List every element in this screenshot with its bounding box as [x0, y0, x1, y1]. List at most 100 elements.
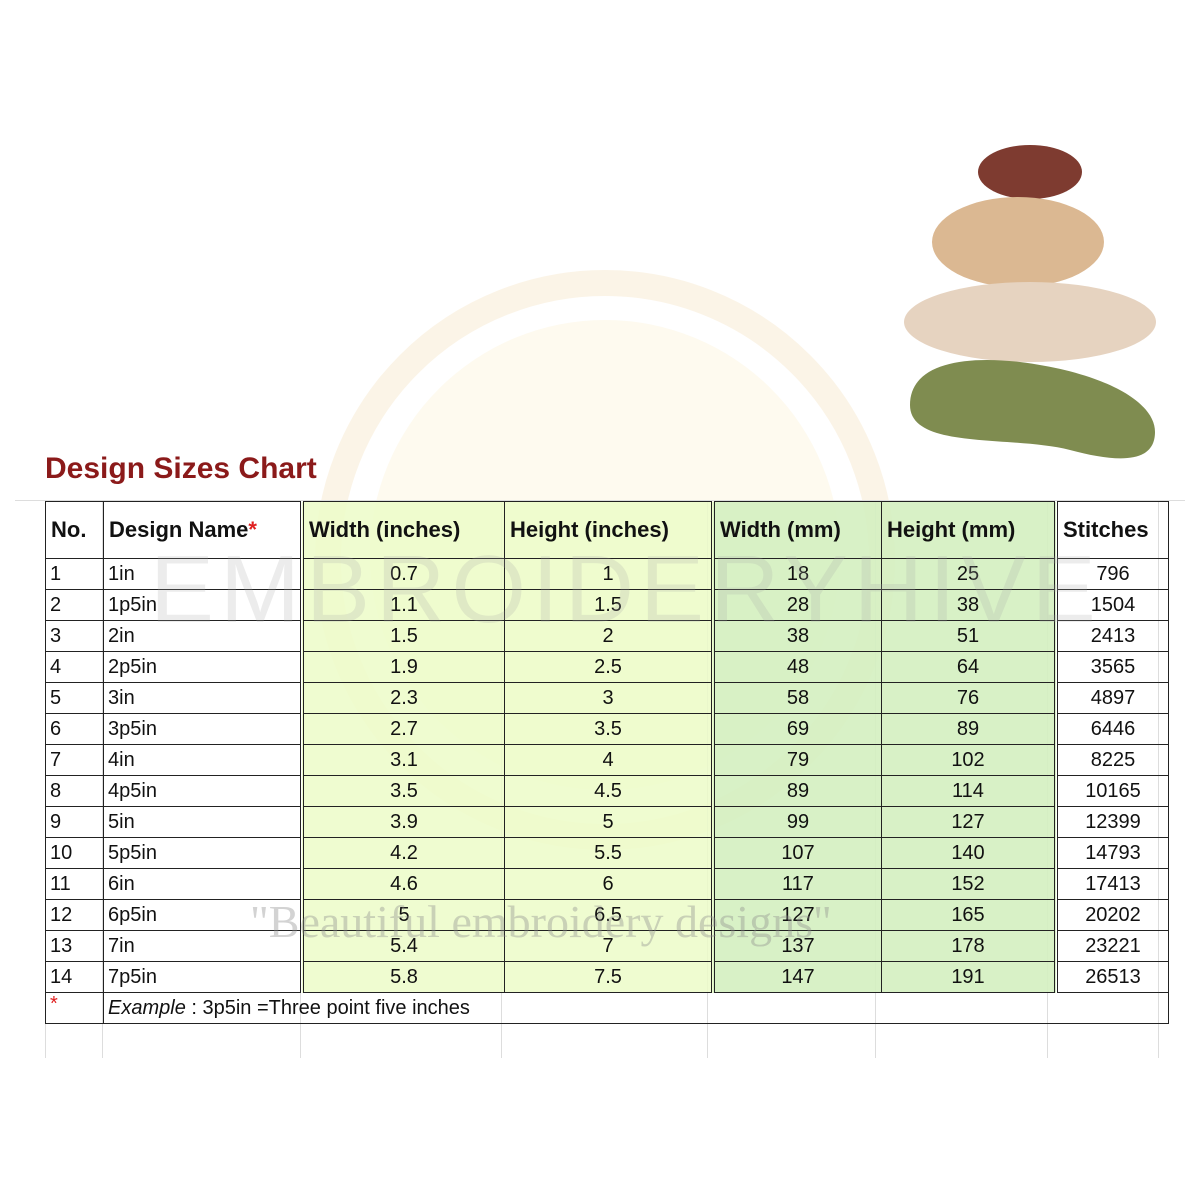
cell-width-inches: 1.5: [300, 620, 505, 652]
cell-width-inches: 3.5: [300, 775, 505, 807]
cell-width-inches: 5: [300, 899, 505, 931]
cell-design-name: 2in: [103, 620, 303, 652]
cell-design-name: 6p5in: [103, 899, 303, 931]
cell-height-inches: 7.5: [504, 961, 714, 993]
table-row: 4 2p5in 1.9 2.5 48 64 3565: [45, 651, 1169, 683]
cell-height-mm: 64: [881, 651, 1057, 683]
cell-height-inches: 1: [504, 558, 714, 590]
cell-height-mm: 165: [881, 899, 1057, 931]
cell-stitches: 4897: [1054, 682, 1169, 714]
cell-width-mm: 18: [711, 558, 882, 590]
cell-width-mm: 147: [711, 961, 882, 993]
cell-stitches: 14793: [1054, 837, 1169, 869]
cell-height-mm: 51: [881, 620, 1057, 652]
cell-no: 14: [45, 961, 104, 993]
cell-height-inches: 7: [504, 930, 714, 962]
cell-width-inches: 2.7: [300, 713, 505, 745]
table-row: 8 4p5in 3.5 4.5 89 114 10165: [45, 775, 1169, 807]
table-row: 9 5in 3.9 5 99 127 12399: [45, 806, 1169, 838]
cell-width-mm: 58: [711, 682, 882, 714]
cell-width-inches: 3.9: [300, 806, 505, 838]
cell-design-name: 3p5in: [103, 713, 303, 745]
cell-stitches: 6446: [1054, 713, 1169, 745]
cell-no: 2: [45, 589, 104, 621]
cell-width-inches: 0.7: [300, 558, 505, 590]
design-sizes-table: No. Design Name* Width (inches) Height (…: [45, 501, 1169, 1024]
cell-no: 6: [45, 713, 104, 745]
cell-stitches: 10165: [1054, 775, 1169, 807]
cell-width-inches: 1.9: [300, 651, 505, 683]
cell-height-inches: 1.5: [504, 589, 714, 621]
cell-width-inches: 2.3: [300, 682, 505, 714]
table-row: 11 6in 4.6 6 117 152 17413: [45, 868, 1169, 900]
cell-no: 7: [45, 744, 104, 776]
cell-height-inches: 2.5: [504, 651, 714, 683]
asterisk-marker: *: [248, 517, 257, 542]
cell-width-mm: 107: [711, 837, 882, 869]
cell-width-inches: 4.6: [300, 868, 505, 900]
cell-stitches: 8225: [1054, 744, 1169, 776]
cell-design-name: 5p5in: [103, 837, 303, 869]
cell-height-mm: 114: [881, 775, 1057, 807]
cell-width-mm: 48: [711, 651, 882, 683]
cell-width-mm: 89: [711, 775, 882, 807]
cell-width-inches: 3.1: [300, 744, 505, 776]
cell-height-inches: 6.5: [504, 899, 714, 931]
cell-no: 9: [45, 806, 104, 838]
cell-stitches: 26513: [1054, 961, 1169, 993]
cell-width-mm: 28: [711, 589, 882, 621]
header-design-name: Design Name*: [103, 501, 303, 559]
cell-width-inches: 5.4: [300, 930, 505, 962]
cell-design-name: 1in: [103, 558, 303, 590]
stone-bottom: [910, 359, 1155, 459]
cell-design-name: 4p5in: [103, 775, 303, 807]
cell-width-inches: 5.8: [300, 961, 505, 993]
cell-width-mm: 99: [711, 806, 882, 838]
stone-top: [978, 145, 1082, 199]
footnote-marker: *: [45, 992, 104, 1024]
header-height-inches: Height (inches): [504, 501, 714, 559]
cell-height-inches: 5.5: [504, 837, 714, 869]
header-no: No.: [45, 501, 104, 559]
table-row: 6 3p5in 2.7 3.5 69 89 6446: [45, 713, 1169, 745]
cell-height-inches: 5: [504, 806, 714, 838]
page-title: Design Sizes Chart: [45, 452, 317, 485]
table-row: 2 1p5in 1.1 1.5 28 38 1504: [45, 589, 1169, 621]
cell-design-name: 5in: [103, 806, 303, 838]
cell-design-name: 7p5in: [103, 961, 303, 993]
cell-design-name: 7in: [103, 930, 303, 962]
header-height-mm: Height (mm): [881, 501, 1057, 559]
cell-design-name: 4in: [103, 744, 303, 776]
cell-width-inches: 4.2: [300, 837, 505, 869]
stone-second: [932, 197, 1104, 287]
cell-width-mm: 79: [711, 744, 882, 776]
cell-no: 5: [45, 682, 104, 714]
header-width-inches: Width (inches): [300, 501, 505, 559]
cell-stitches: 17413: [1054, 868, 1169, 900]
table-row: 10 5p5in 4.2 5.5 107 140 14793: [45, 837, 1169, 869]
cell-stitches: 3565: [1054, 651, 1169, 683]
cell-height-inches: 4.5: [504, 775, 714, 807]
cell-stitches: 796: [1054, 558, 1169, 590]
cell-height-mm: 89: [881, 713, 1057, 745]
cell-height-mm: 102: [881, 744, 1057, 776]
cell-no: 10: [45, 837, 104, 869]
cell-width-mm: 137: [711, 930, 882, 962]
table-row: 13 7in 5.4 7 137 178 23221: [45, 930, 1169, 962]
footnote-row: * Example : 3p5in =Three point five inch…: [45, 992, 1169, 1024]
cell-height-mm: 191: [881, 961, 1057, 993]
cell-height-inches: 6: [504, 868, 714, 900]
cell-height-mm: 178: [881, 930, 1057, 962]
cell-height-mm: 25: [881, 558, 1057, 590]
table-row: 3 2in 1.5 2 38 51 2413: [45, 620, 1169, 652]
cell-no: 13: [45, 930, 104, 962]
header-stitches: Stitches: [1054, 501, 1169, 559]
cell-width-mm: 117: [711, 868, 882, 900]
table-row: 5 3in 2.3 3 58 76 4897: [45, 682, 1169, 714]
cell-no: 12: [45, 899, 104, 931]
cell-height-mm: 76: [881, 682, 1057, 714]
cell-no: 8: [45, 775, 104, 807]
cell-height-inches: 2: [504, 620, 714, 652]
cell-height-mm: 140: [881, 837, 1057, 869]
cell-stitches: 2413: [1054, 620, 1169, 652]
